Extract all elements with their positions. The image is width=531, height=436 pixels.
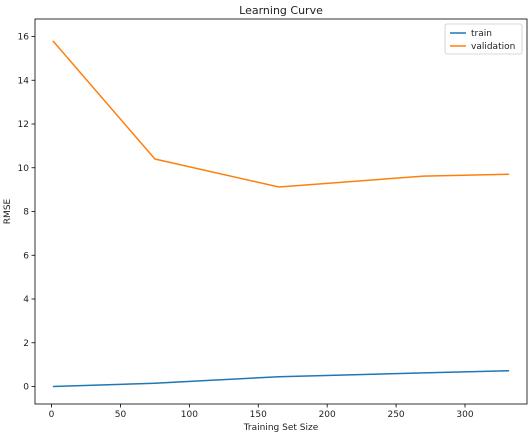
y-axis-label: RMSE [3, 198, 13, 224]
y-tick-label: 0 [23, 383, 29, 393]
y-tick-label: 6 [23, 251, 29, 261]
plot-frame [34, 18, 528, 405]
series-line-train [52, 370, 510, 388]
y-tick-label: 16 [18, 33, 30, 43]
x-tick-label: 50 [115, 410, 127, 420]
chart-title: Learning Curve [239, 4, 323, 17]
legend: train validation [444, 23, 523, 55]
legend-entry-train: train [471, 29, 492, 39]
x-axis-label: Training Set Size [243, 423, 319, 433]
y-tick-label: 14 [18, 76, 30, 86]
y-tick-label: 4 [23, 295, 29, 305]
x-tick-label: 100 [181, 410, 198, 420]
series-lines [52, 40, 510, 388]
x-axis-ticks: 0 50 100 150 200 250 300 [49, 404, 474, 420]
y-axis-ticks: 0 2 4 6 8 10 12 14 16 [18, 33, 35, 393]
y-tick-label: 2 [23, 339, 29, 349]
y-tick-label: 8 [23, 208, 29, 218]
x-tick-label: 200 [319, 410, 336, 420]
x-tick-label: 300 [456, 410, 473, 420]
series-line-validation [52, 40, 510, 188]
legend-entry-validation: validation [471, 42, 515, 52]
y-tick-label: 10 [18, 164, 30, 174]
y-tick-label: 12 [18, 120, 29, 130]
x-tick-label: 0 [49, 410, 55, 420]
x-tick-label: 250 [387, 410, 404, 420]
x-tick-label: 150 [250, 410, 267, 420]
